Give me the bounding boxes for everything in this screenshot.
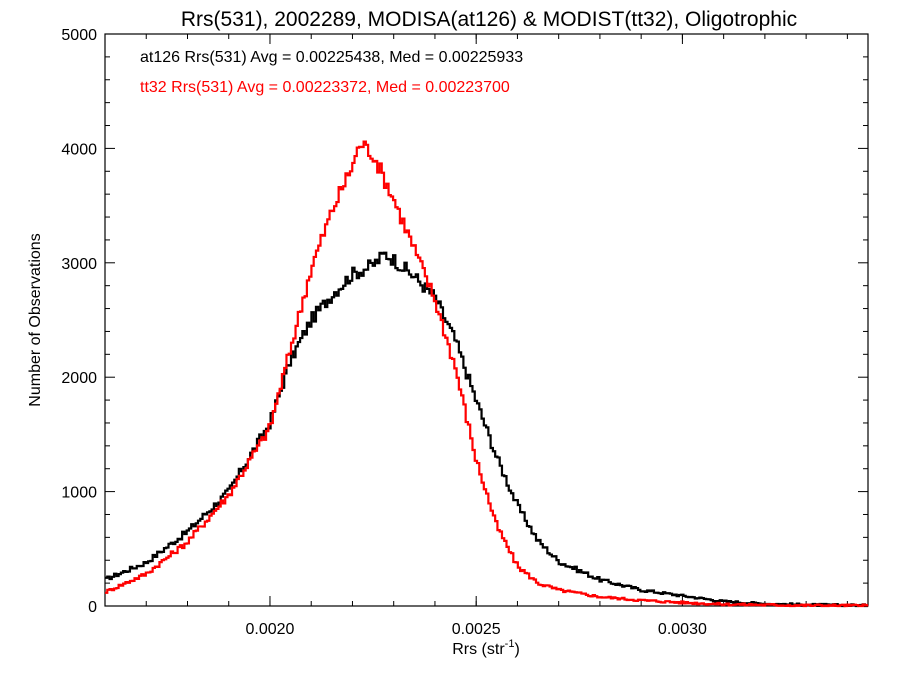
x-axis-label-sup: -1 bbox=[505, 638, 515, 650]
series-tt32-histogram bbox=[105, 140, 869, 608]
y-tick-label: 1000 bbox=[61, 485, 97, 502]
y-tick-label: 5000 bbox=[61, 27, 97, 44]
x-axis-label: Rrs (str-1) bbox=[452, 638, 520, 658]
chart-title: Rrs(531), 2002289, MODISA(at126) & MODIS… bbox=[181, 8, 797, 31]
x-tick-label: 0.0030 bbox=[658, 621, 707, 638]
y-tick-label: 0 bbox=[88, 599, 97, 616]
plot-frame bbox=[104, 33, 869, 607]
y-tick-label: 2000 bbox=[61, 370, 97, 387]
x-tick-label: 0.0020 bbox=[246, 621, 295, 638]
x-axis-label-close: ) bbox=[514, 641, 519, 658]
x-tick-label: 0.0025 bbox=[452, 621, 501, 638]
annotation-tt32: tt32 Rrs(531) Avg = 0.00223372, Med = 0.… bbox=[140, 79, 510, 96]
y-axis-label: Number of Observations bbox=[27, 233, 44, 406]
y-tick-label: 4000 bbox=[61, 141, 97, 158]
annotation-at126: at126 Rrs(531) Avg = 0.00225438, Med = 0… bbox=[140, 49, 523, 66]
axis-ticks: 0.0020 0.0025 0.0030 0 1000 2000 3000 4000 5000 bbox=[61, 27, 868, 638]
y-tick-label: 3000 bbox=[61, 256, 97, 273]
series-at126-histogram bbox=[105, 251, 868, 608]
x-axis-label-main: Rrs (str bbox=[452, 641, 505, 658]
series-layer bbox=[105, 140, 869, 608]
